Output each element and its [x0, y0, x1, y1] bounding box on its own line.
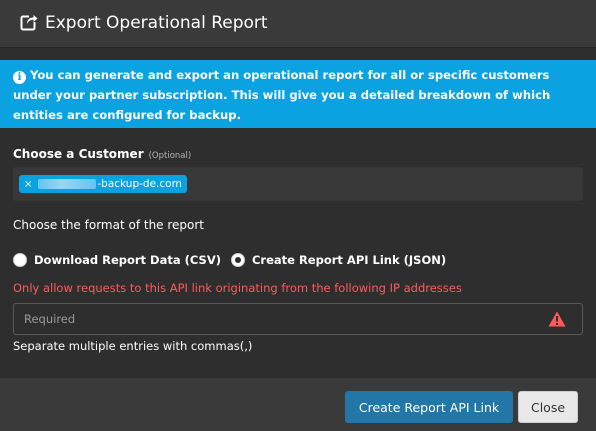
redacted-text — [38, 179, 97, 189]
info-text: You can generate and export an operation… — [13, 68, 551, 122]
remove-tag-button[interactable]: × — [24, 178, 33, 190]
customer-label: Choose a Customer (Optional) — [13, 147, 191, 161]
create-report-api-link-button[interactable]: Create Report API Link — [345, 391, 513, 423]
radio-csv[interactable] — [13, 253, 27, 267]
share-export-icon — [20, 13, 38, 31]
close-button[interactable]: Close — [518, 391, 578, 423]
radio-option-csv[interactable]: Download Report Data (CSV) — [13, 253, 221, 267]
info-banner: i You can generate and export an operatio… — [0, 60, 596, 128]
info-icon: i — [13, 71, 26, 84]
ip-address-input[interactable] — [13, 303, 583, 335]
ip-hint-text: Separate multiple entries with commas(,) — [13, 339, 253, 353]
warning-triangle-icon — [548, 311, 566, 327]
ip-warning-text: Only allow requests to this API link ori… — [13, 281, 462, 295]
optional-hint: (Optional) — [148, 151, 192, 161]
format-label: Choose the format of the report — [13, 218, 205, 232]
customer-tag-label: -backup-de.com — [97, 178, 182, 190]
customer-label-text: Choose a Customer — [13, 147, 144, 161]
radio-csv-label: Download Report Data (CSV) — [34, 253, 221, 267]
modal-header: Export Operational Report — [0, 0, 596, 48]
modal-title: Export Operational Report — [45, 13, 268, 33]
radio-json-label: Create Report API Link (JSON) — [251, 253, 447, 267]
customer-tag: × -backup-de.com — [19, 175, 187, 193]
customer-select[interactable]: × -backup-de.com — [13, 167, 583, 201]
radio-json[interactable] — [230, 253, 245, 267]
format-radio-group: Download Report Data (CSV) Create Report… — [13, 251, 456, 269]
radio-option-json[interactable]: Create Report API Link (JSON) — [230, 253, 447, 267]
